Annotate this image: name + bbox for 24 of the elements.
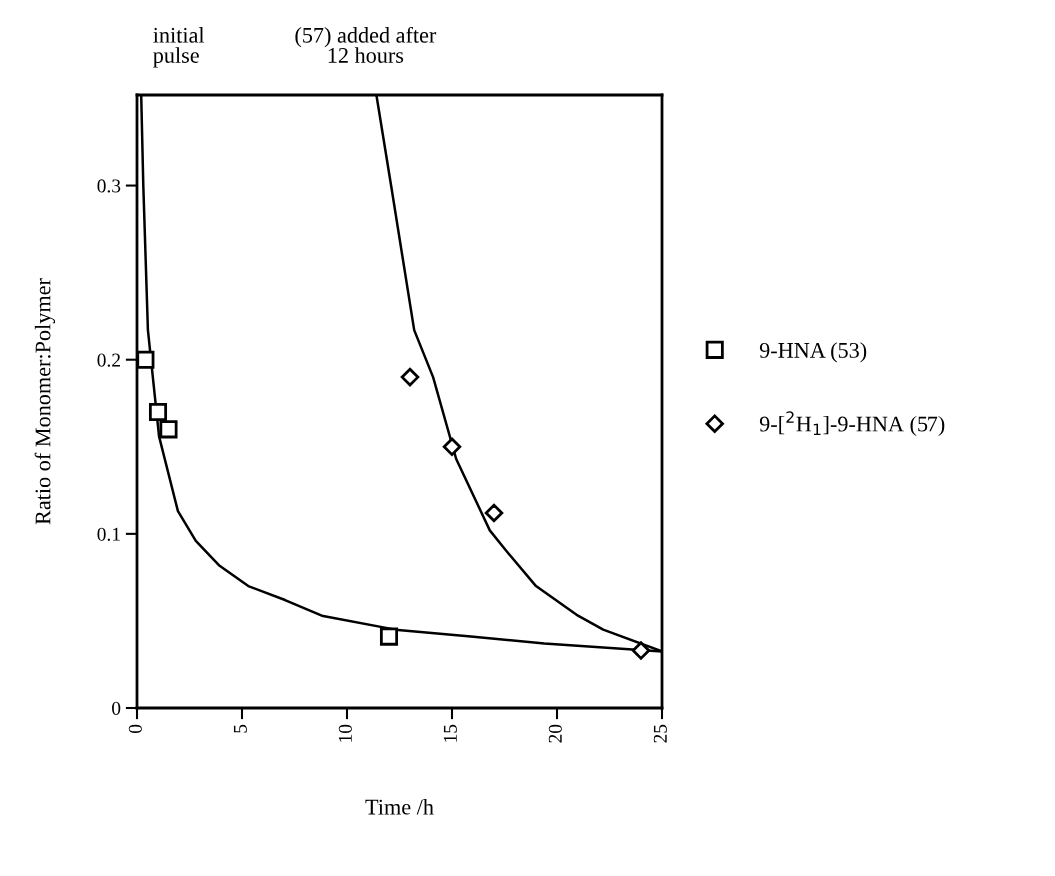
point bbox=[159, 420, 178, 439]
y-axis-title: Ratio of Monomer:Polymer bbox=[34, 278, 56, 525]
text: (57) added after 12 hours bbox=[295, 26, 437, 63]
point bbox=[484, 503, 504, 523]
legend-label: 9-HNA (53) bbox=[759, 342, 867, 363]
point bbox=[379, 627, 399, 646]
y-tick-label: 0.1 bbox=[97, 527, 120, 541]
text: initial pulse bbox=[153, 27, 205, 68]
x-tick-label: 0 bbox=[128, 724, 142, 733]
x-tick-label: 15 bbox=[443, 724, 457, 742]
y-tick-label: 0 bbox=[112, 701, 121, 715]
point bbox=[442, 437, 462, 457]
point bbox=[400, 367, 420, 387]
legend-label: 9-[$^{2}$H$_{1}$]-9-HNA (57) bbox=[759, 411, 945, 437]
y-tick-label: 0.3 bbox=[97, 179, 121, 193]
x-tick-label: 25 bbox=[653, 724, 667, 743]
x-tick-label: 10 bbox=[338, 724, 352, 742]
point bbox=[136, 350, 155, 369]
x-tick-label: 20 bbox=[548, 724, 562, 743]
x-tick-label: 5 bbox=[233, 724, 247, 733]
y-tick-label: 0.2 bbox=[97, 353, 120, 367]
point bbox=[148, 402, 168, 421]
x-axis-title: Time /h bbox=[365, 798, 434, 815]
point bbox=[631, 641, 651, 660]
